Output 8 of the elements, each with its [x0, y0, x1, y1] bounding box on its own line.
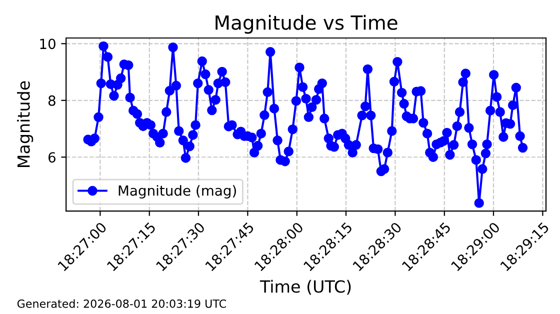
y-tick-label: 8 — [48, 95, 56, 106]
x-axis-title: Time (UTC) — [260, 280, 351, 295]
chart-title: Magnitude vs Time — [216, 14, 398, 34]
y-axis-title: Magnitude — [17, 81, 34, 168]
y-tick-label: 10 — [40, 38, 56, 50]
y-tick-label: 6 — [48, 152, 56, 163]
legend-label: Magnitude (mag) — [118, 185, 236, 199]
text: Generated: 2026-08-01 20:03:19 UTC — [17, 299, 226, 308]
